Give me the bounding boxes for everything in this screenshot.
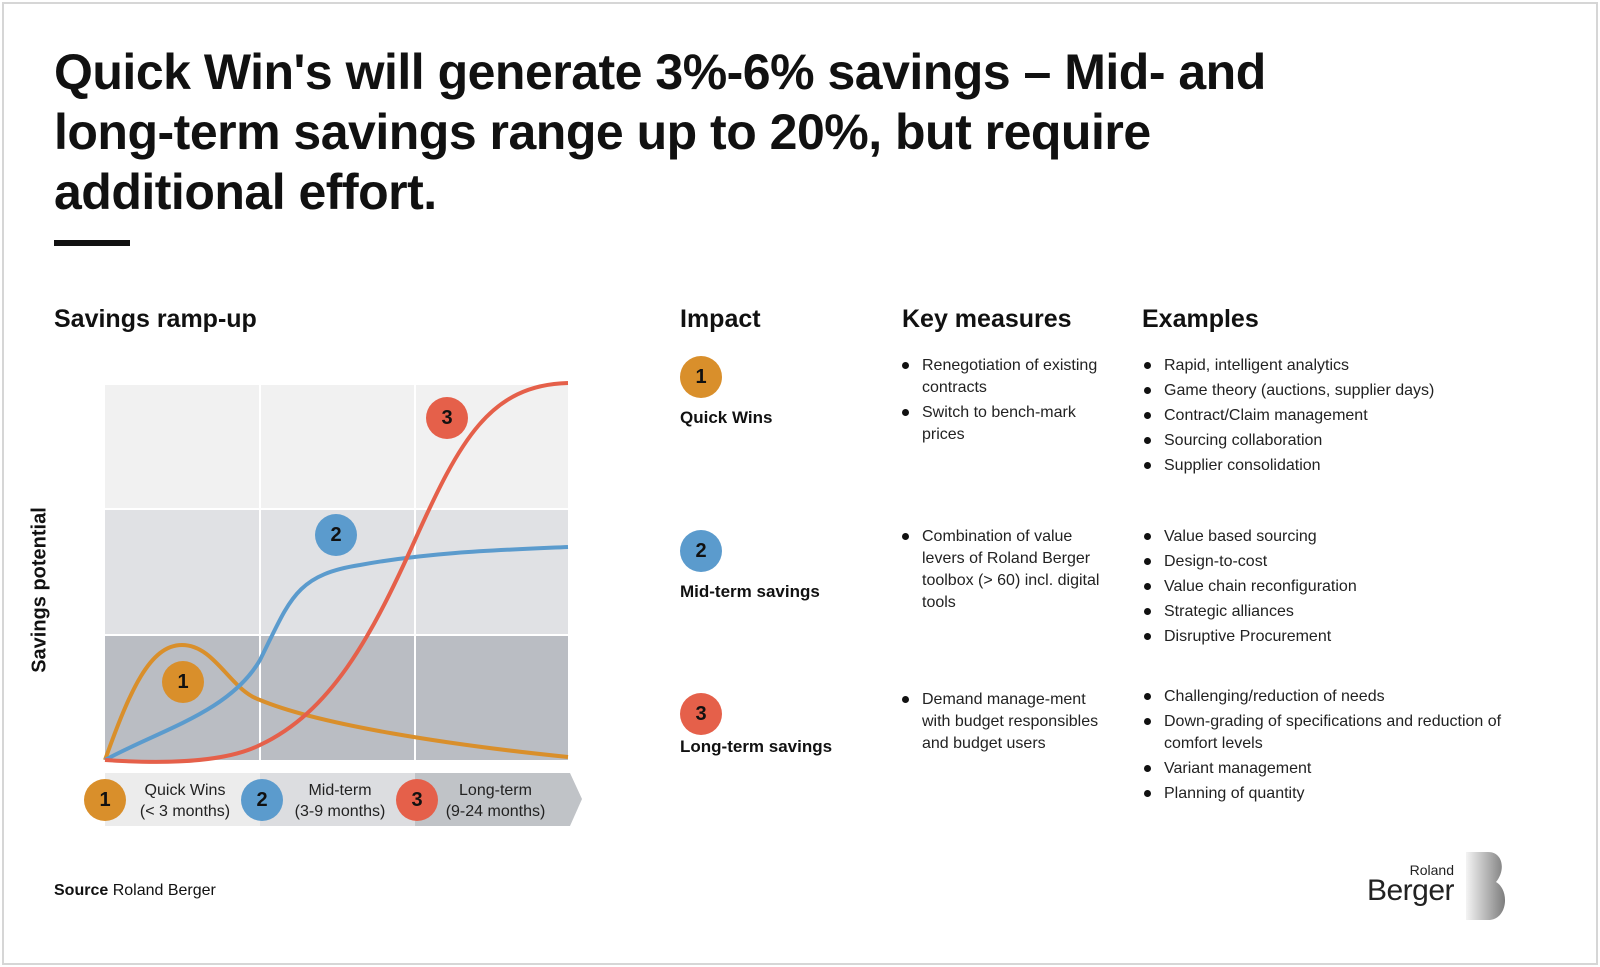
impact-title: Mid-term savings bbox=[680, 582, 820, 601]
examples-list: Value based sourcing Design-to-cost Value … bbox=[1142, 526, 1522, 651]
header-key-measures: Key measures bbox=[902, 305, 1072, 333]
header-examples: Examples bbox=[1142, 305, 1259, 333]
roland-berger-logo: Roland Berger bbox=[1367, 850, 1518, 925]
phase-marker-3: 3 bbox=[426, 397, 468, 439]
impact-marker-1: 1 bbox=[680, 356, 722, 398]
curve-long-term bbox=[104, 381, 569, 764]
impact-marker-3: 3 bbox=[680, 693, 722, 735]
timeline-label-long: Long-term (9-24 months) bbox=[445, 782, 546, 820]
impact-marker-2: 2 bbox=[680, 530, 722, 572]
phase-marker-1: 1 bbox=[162, 661, 204, 703]
chart-title: Savings ramp-up bbox=[54, 305, 257, 333]
key-measures-list: Combination of value levers of Roland Be… bbox=[900, 526, 1115, 617]
timeline-long-arrow bbox=[415, 773, 582, 826]
key-measures-list: Demand manage-ment with budget responsib… bbox=[900, 689, 1115, 758]
timeline-marker-1: 1 bbox=[84, 779, 126, 821]
band-high bbox=[105, 385, 568, 509]
impact-title: Quick Wins bbox=[680, 408, 773, 427]
b-mark-icon bbox=[1466, 852, 1506, 920]
examples-list: Challenging/reduction of needs Down-gradi… bbox=[1142, 686, 1522, 808]
phase-marker-2: 2 bbox=[315, 514, 357, 556]
title-underline bbox=[54, 240, 130, 246]
source-note: Source Roland Berger bbox=[54, 882, 216, 899]
key-measures-list: Renegotiation of existing contracts Switc… bbox=[900, 355, 1115, 449]
timeline-label-mid: Mid-term (3-9 months) bbox=[294, 782, 386, 820]
timeline-quick bbox=[105, 773, 260, 826]
timeline-mid bbox=[260, 773, 415, 826]
timeline-marker-3: 3 bbox=[396, 779, 438, 821]
header-impact: Impact bbox=[680, 305, 761, 333]
examples-list: Rapid, intelligent analytics Game theory … bbox=[1142, 355, 1522, 480]
timeline-marker-2: 2 bbox=[241, 779, 283, 821]
slide-title: Quick Win's will generate 3%-6% savings … bbox=[54, 44, 1266, 220]
impact-title: Long-term savings bbox=[680, 737, 833, 756]
timeline-label-quick: Quick Wins (< 3 months) bbox=[139, 782, 231, 820]
curve-mid-term bbox=[104, 545, 569, 762]
